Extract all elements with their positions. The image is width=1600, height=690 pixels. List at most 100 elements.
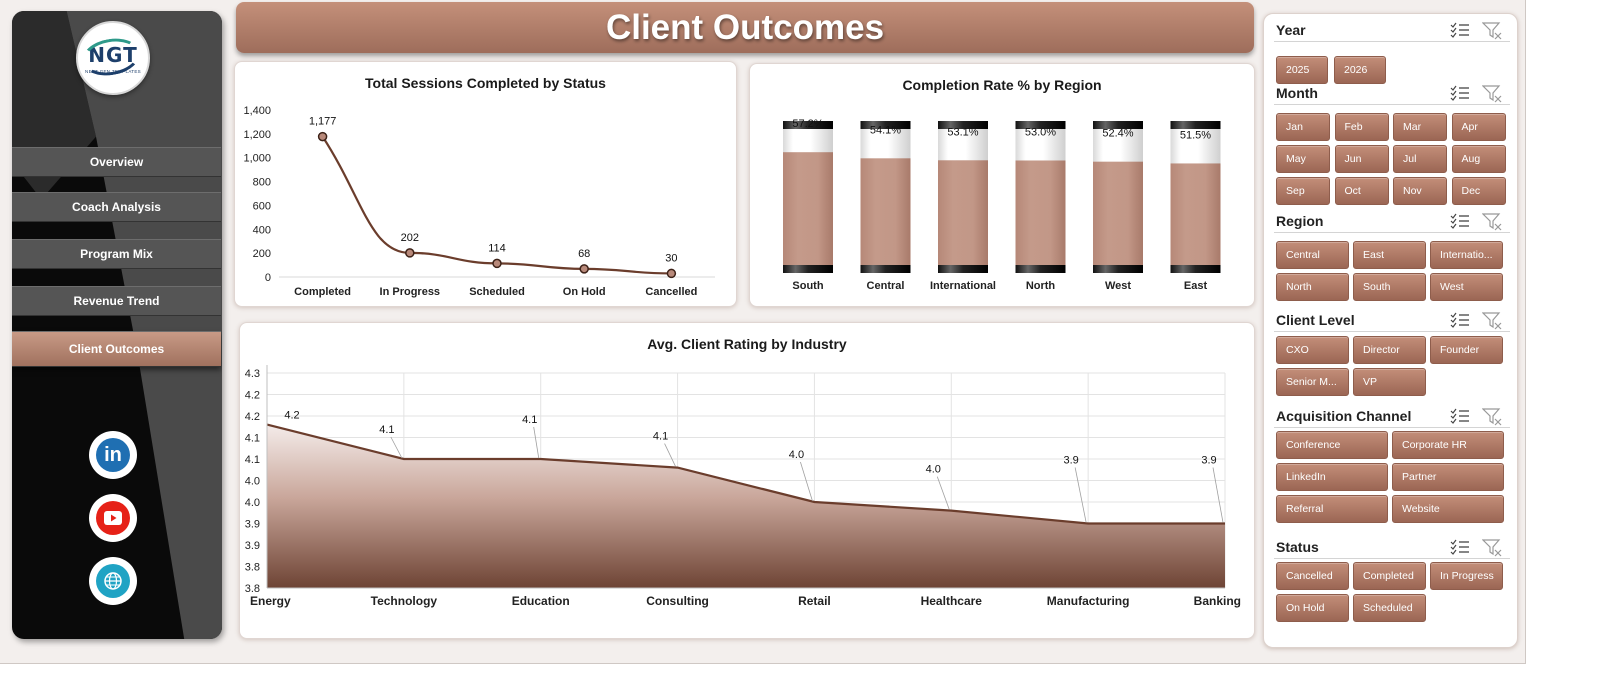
clear-filter-icon[interactable] <box>1481 85 1502 103</box>
status-slicer-item[interactable]: In Progress <box>1430 562 1503 590</box>
bar-cap-top <box>1093 121 1143 129</box>
month-slicer-item[interactable]: Dec <box>1451 177 1506 205</box>
year-slicer-item[interactable]: 2026 <box>1334 56 1386 84</box>
nav-revenue-trend-button[interactable]: Revenue Trend <box>12 286 221 316</box>
year-slicer-item[interactable]: 2025 <box>1276 56 1328 84</box>
data-label: 114 <box>488 242 506 254</box>
data-label: 68 <box>578 248 590 260</box>
bar-cap-top <box>1015 121 1066 129</box>
chart-title: Avg. Client Rating by Industry <box>647 336 847 352</box>
month-slicer-item[interactable]: Feb <box>1334 113 1389 141</box>
x-tick-label: East <box>1184 280 1208 292</box>
leader-line <box>800 461 813 502</box>
region-slicer-item[interactable]: Central <box>1276 241 1349 269</box>
linkedin-button[interactable]: in <box>89 431 137 479</box>
bar-cap-bottom <box>1093 265 1143 273</box>
page-title-bar: Client Outcomes <box>236 2 1254 53</box>
acquisition-channel-slicer-header: Acquisition Channel <box>1274 406 1510 428</box>
y-tick-label: 1,200 <box>243 129 271 141</box>
region-slicer-header: Region <box>1274 211 1510 233</box>
nav-overview-button[interactable]: Overview <box>12 147 221 177</box>
multi-select-icon[interactable] <box>1450 408 1470 424</box>
linkedin-icon: in <box>96 438 130 472</box>
month-slicer-item[interactable]: Aug <box>1451 145 1506 173</box>
x-tick-label: North <box>1026 280 1056 292</box>
y-tick-label: 400 <box>253 224 271 236</box>
status-slicer-title: Status <box>1276 539 1319 555</box>
bar <box>938 160 988 265</box>
region-slicer-item[interactable]: South <box>1353 273 1426 301</box>
multi-select-icon[interactable] <box>1450 213 1470 229</box>
area-fill <box>267 424 1225 588</box>
year-slicer-title: Year <box>1276 22 1306 38</box>
y-tick-label: 4.1 <box>245 433 260 445</box>
month-slicer-item[interactable]: Oct <box>1334 177 1389 205</box>
rating-area-chart: 4.3 4.2 4.2 4.1 4.1 4.0 4.0 3.9 3.9 3.8 3.8 4.2 Ener… <box>245 365 1241 608</box>
client-level-slicer-item[interactable]: Senior M... <box>1276 368 1349 396</box>
clear-filter-icon[interactable] <box>1481 22 1502 40</box>
clear-filter-icon[interactable] <box>1481 539 1502 557</box>
nav-program-mix-button[interactable]: Program Mix <box>12 239 221 269</box>
region-slicer-item[interactable]: East <box>1353 241 1426 269</box>
status-slicer-item[interactable]: Scheduled <box>1353 594 1426 622</box>
client-level-slicer-item[interactable]: VP <box>1353 368 1426 396</box>
y-tick-label: 0 <box>265 272 271 284</box>
status-slicer-item[interactable]: On Hold <box>1276 594 1349 622</box>
x-tick-label: Technology <box>371 594 438 608</box>
sidebar: NGT NEXT GEN TEMPLATES Overview Coach An… <box>12 11 222 639</box>
month-slicer-item[interactable]: Sep <box>1276 177 1330 205</box>
multi-select-icon[interactable] <box>1450 539 1470 555</box>
completion-rate-bar-chart: 57.2% South 54.1% Central 53.1% International… <box>783 118 1221 292</box>
acquisition-channel-slicer-item[interactable]: Referral <box>1276 495 1388 523</box>
multi-select-icon[interactable] <box>1450 85 1470 101</box>
client-level-slicer-item[interactable]: Director <box>1353 336 1426 364</box>
clear-filter-icon[interactable] <box>1481 408 1502 426</box>
month-slicer-item[interactable]: May <box>1276 145 1330 173</box>
acquisition-channel-slicer-item[interactable]: Website <box>1392 495 1504 523</box>
rating-by-industry-card: Avg. Client Rating by Industry 4.3 4.2 4.2… <box>239 322 1255 639</box>
x-tick-label: Completed <box>294 286 351 298</box>
y-tick-label: 800 <box>253 177 271 189</box>
bar-cap-top <box>783 121 833 129</box>
slicer-panel: Year 2025 2026 Month Jan Feb Mar Apr May Jun Jul Au… <box>1263 13 1518 648</box>
acquisition-channel-slicer-item[interactable]: LinkedIn <box>1276 463 1388 491</box>
chart-title: Total Sessions Completed by Status <box>365 75 606 91</box>
month-slicer-item[interactable]: Mar <box>1393 113 1447 141</box>
y-tick-label: 200 <box>253 248 271 260</box>
status-slicer-item[interactable]: Completed <box>1353 562 1426 590</box>
chart-title: Completion Rate % by Region <box>902 77 1102 93</box>
acquisition-channel-slicer-item[interactable]: Corporate HR <box>1392 431 1504 459</box>
sessions-line-chart: 1,400 1,200 1,000 800 600 400 200 0 1,177 Complet… <box>243 105 715 298</box>
bar-cap-bottom <box>860 265 911 273</box>
client-level-slicer-item[interactable]: Founder <box>1430 336 1503 364</box>
month-slicer-item[interactable]: Jul <box>1393 145 1447 173</box>
acquisition-channel-slicer-item[interactable]: Partner <box>1392 463 1504 491</box>
month-slicer-item[interactable]: Nov <box>1393 177 1447 205</box>
bar-cap-top <box>1170 121 1221 129</box>
y-tick-label: 3.9 <box>245 540 260 552</box>
clear-filter-icon[interactable] <box>1481 213 1502 231</box>
multi-select-icon[interactable] <box>1450 312 1470 328</box>
status-slicer-item[interactable]: Cancelled <box>1276 562 1349 590</box>
region-slicer-item[interactable]: North <box>1276 273 1349 301</box>
region-slicer-item[interactable]: Internatio... <box>1430 241 1503 269</box>
month-slicer-item[interactable]: Apr <box>1451 113 1506 141</box>
x-tick-label: Consulting <box>646 594 709 608</box>
region-slicer-item[interactable]: West <box>1430 273 1503 301</box>
data-point <box>666 268 677 279</box>
x-tick-label: Central <box>867 280 905 292</box>
youtube-button[interactable] <box>89 494 137 542</box>
clear-filter-icon[interactable] <box>1481 312 1502 330</box>
youtube-icon <box>96 501 130 535</box>
month-slicer-item[interactable]: Jan <box>1276 113 1330 141</box>
nav-client-outcomes-button[interactable]: Client Outcomes <box>12 331 221 367</box>
client-level-slicer-item[interactable]: CXO <box>1276 336 1349 364</box>
data-label: 3.9 <box>1201 455 1216 467</box>
multi-select-icon[interactable] <box>1450 22 1470 38</box>
website-button[interactable] <box>89 557 137 605</box>
month-slicer-item[interactable]: Jun <box>1334 145 1389 173</box>
page-title: Client Outcomes <box>605 7 885 47</box>
nav-coach-analysis-button[interactable]: Coach Analysis <box>12 192 221 222</box>
y-tick-label: 4.1 <box>245 454 260 466</box>
acquisition-channel-slicer-item[interactable]: Conference <box>1276 431 1388 459</box>
